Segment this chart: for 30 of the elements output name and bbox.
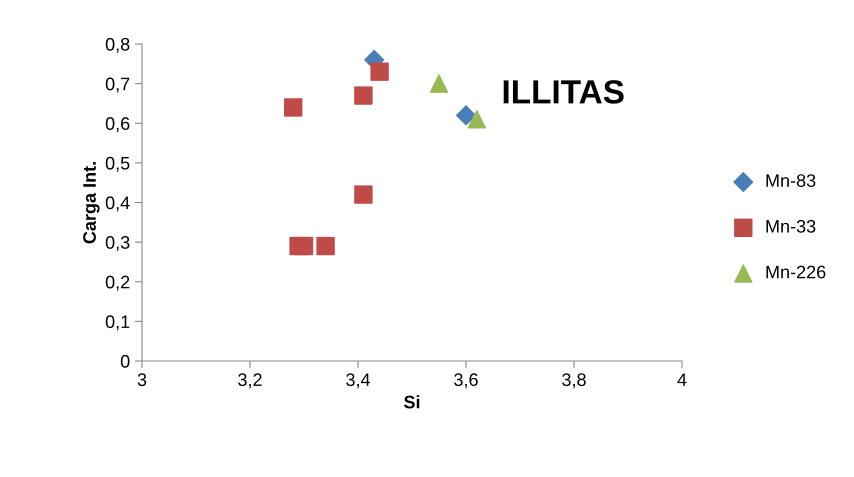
y-axis-title: Carga Int.: [83, 162, 100, 244]
point: [316, 236, 335, 256]
point: [284, 98, 302, 117]
y-tick-label: 0,7: [106, 78, 130, 92]
point: [294, 236, 314, 256]
y-tick-label: 0,2: [106, 276, 130, 291]
y-tick-label: 0,1: [106, 315, 130, 330]
x-tick-label: 4: [677, 373, 686, 386]
point: [468, 110, 486, 128]
legend-label: Mn-226: [766, 266, 826, 278]
y-tick-label: 0,6: [106, 117, 130, 132]
y-tick-label: 0,8: [106, 38, 130, 53]
y-tick-label: 0: [120, 354, 130, 368]
y-tick-label: 0,4: [106, 196, 130, 212]
text: ILLITAS: [504, 80, 624, 104]
x-tick-label: 3: [138, 373, 146, 386]
point: [430, 74, 448, 93]
y-tick-label: 0,5: [106, 156, 130, 172]
x-tick-label: 3,8: [562, 373, 586, 388]
point: [456, 105, 476, 126]
x-tick-label: 3,2: [238, 373, 262, 388]
point: [354, 86, 373, 105]
x-tick-label: 3,6: [454, 373, 478, 388]
x-axis-title: Si: [404, 395, 420, 408]
point: [354, 185, 373, 204]
point: [370, 62, 389, 81]
legend-label: Mn-33: [766, 220, 816, 233]
legend-label: Mn-83: [766, 174, 816, 187]
y-tick-label: 0,3: [106, 236, 130, 251]
x-tick-label: 3,4: [346, 373, 370, 388]
